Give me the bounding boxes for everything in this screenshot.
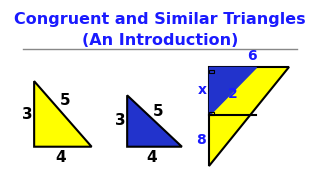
Text: 5: 5	[153, 104, 164, 119]
Polygon shape	[127, 95, 182, 147]
Text: 4: 4	[55, 150, 66, 165]
Polygon shape	[34, 81, 92, 147]
Text: 2: 2	[228, 87, 237, 101]
Text: 8: 8	[196, 133, 206, 147]
Text: Congruent and Similar Triangles: Congruent and Similar Triangles	[14, 12, 306, 27]
Text: x: x	[198, 83, 207, 97]
Polygon shape	[209, 67, 289, 166]
Polygon shape	[209, 67, 256, 115]
Bar	[209, 112, 214, 115]
Text: (An Introduction): (An Introduction)	[82, 33, 238, 48]
Text: 3: 3	[22, 107, 33, 122]
Text: 5: 5	[60, 93, 71, 108]
Text: 4: 4	[146, 150, 156, 165]
Text: 3: 3	[115, 113, 126, 128]
Text: 6: 6	[247, 49, 256, 63]
Bar	[209, 70, 214, 73]
